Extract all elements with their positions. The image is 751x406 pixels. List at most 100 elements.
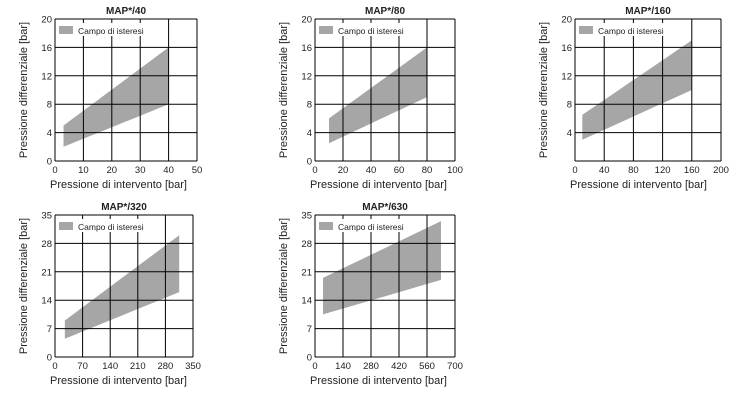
x-tick-label: 420 xyxy=(391,361,407,372)
legend-swatch xyxy=(319,26,333,34)
y-tick-label: 16 xyxy=(301,43,312,54)
x-tick-label: 210 xyxy=(130,361,146,372)
legend-label: Campo di isteresi xyxy=(338,222,404,232)
x-tick-label: 80 xyxy=(422,165,433,176)
hysteresis-band xyxy=(329,47,427,144)
x-tick-label: 560 xyxy=(419,361,435,372)
y-tick-label: 21 xyxy=(301,267,312,278)
y-tick-label: 20 xyxy=(41,15,52,26)
x-axis-label: Pressione di intervento [bar] xyxy=(570,179,707,191)
x-tick-label: 350 xyxy=(185,361,201,372)
chart-title: MAP*/40 xyxy=(106,6,146,17)
hysteresis-band xyxy=(323,221,441,315)
legend-label: Campo di isteresi xyxy=(78,222,144,232)
y-tick-label: 16 xyxy=(561,43,572,54)
hysteresis-band xyxy=(64,235,180,339)
x-tick-label: 60 xyxy=(394,165,405,176)
y-tick-label: 0 xyxy=(307,353,312,364)
chart-1: Campo di isteresi MAP*/40 0 10 20 30 40 50 0 4 8 12… xyxy=(18,6,202,191)
chart-3: Campo di isteresi MAP*/160 0 40 80 120 160 200 4… xyxy=(538,6,729,191)
chart-title: MAP*/320 xyxy=(101,202,147,213)
y-tick-label: 4 xyxy=(567,128,572,139)
chart-title: MAP*/160 xyxy=(625,6,671,17)
x-tick-label: 30 xyxy=(135,165,146,176)
x-tick-label: 40 xyxy=(366,165,377,176)
y-tick-label: 8 xyxy=(307,100,312,111)
y-tick-label: 21 xyxy=(41,267,52,278)
legend-swatch xyxy=(59,26,73,34)
x-tick-label: 120 xyxy=(655,165,671,176)
y-tick-label: 16 xyxy=(41,43,52,54)
x-tick-label: 0 xyxy=(312,361,317,372)
y-tick-label: 20 xyxy=(561,15,572,26)
x-tick-label: 0 xyxy=(312,165,317,176)
x-tick-label: 280 xyxy=(363,361,379,372)
x-tick-label: 50 xyxy=(192,165,203,176)
legend-label: Campo di isteresi xyxy=(598,26,664,36)
legend-background xyxy=(316,219,416,232)
y-tick-label: 4 xyxy=(47,128,52,139)
x-tick-label: 0 xyxy=(572,165,577,176)
chart-title: MAP*/80 xyxy=(365,6,405,17)
x-tick-label: 100 xyxy=(447,165,463,176)
y-tick-label: 12 xyxy=(561,71,572,82)
x-tick-label: 20 xyxy=(338,165,349,176)
y-tick-label: 20 xyxy=(301,15,312,26)
x-tick-label: 160 xyxy=(684,165,700,176)
legend-label: Campo di isteresi xyxy=(78,26,144,36)
y-tick-label: 7 xyxy=(47,324,52,335)
y-axis-label: Pressione differenziale [bar] xyxy=(18,218,30,354)
hysteresis-band xyxy=(63,47,169,147)
x-tick-label: 10 xyxy=(78,165,89,176)
x-tick-label: 40 xyxy=(599,165,610,176)
hysteresis-band xyxy=(582,40,692,140)
y-tick-label: 8 xyxy=(47,100,52,111)
y-tick-label: 35 xyxy=(301,211,312,222)
y-tick-label: 0 xyxy=(47,353,52,364)
y-axis-label: Pressione differenziale [bar] xyxy=(18,22,30,158)
x-axis-label: Pressione di intervento [bar] xyxy=(310,179,447,191)
y-tick-label: 14 xyxy=(41,296,52,307)
x-tick-label: 280 xyxy=(157,361,173,372)
x-tick-label: 0 xyxy=(52,361,57,372)
x-tick-label: 140 xyxy=(335,361,351,372)
y-tick-label: 28 xyxy=(41,239,52,250)
x-tick-label: 140 xyxy=(102,361,118,372)
x-tick-label: 70 xyxy=(77,361,88,372)
x-axis-label: Pressione di intervento [bar] xyxy=(50,375,187,387)
legend-label: Campo di isteresi xyxy=(338,26,404,36)
x-tick-label: 20 xyxy=(107,165,118,176)
y-tick-label: 8 xyxy=(567,100,572,111)
x-tick-label: 700 xyxy=(447,361,463,372)
y-tick-label: 35 xyxy=(41,211,52,222)
x-axis-label: Pressione di intervento [bar] xyxy=(310,375,447,387)
y-tick-label: 0 xyxy=(307,157,312,168)
legend-swatch xyxy=(319,222,333,230)
y-axis-label: Pressione differenziale [bar] xyxy=(278,218,290,354)
legend-swatch xyxy=(579,26,593,34)
chart-2: Campo di isteresi MAP*/80 0 20 40 60 80 100 0 4 8 1… xyxy=(278,6,463,191)
chart-title: MAP*/630 xyxy=(362,202,408,213)
legend-background xyxy=(56,23,156,36)
y-tick-label: 12 xyxy=(41,71,52,82)
x-tick-label: 0 xyxy=(52,165,57,176)
x-tick-label: 200 xyxy=(713,165,729,176)
legend-background xyxy=(576,23,676,36)
y-tick-label: 0 xyxy=(47,157,52,168)
y-tick-label: 14 xyxy=(301,296,312,307)
x-axis-label: Pressione di intervento [bar] xyxy=(50,179,187,191)
x-tick-label: 40 xyxy=(163,165,174,176)
legend-background xyxy=(56,219,156,232)
y-axis-label: Pressione differenziale [bar] xyxy=(538,22,550,158)
y-tick-label: 7 xyxy=(307,324,312,335)
y-tick-label: 4 xyxy=(307,128,312,139)
y-tick-label: 12 xyxy=(301,71,312,82)
x-tick-label: 80 xyxy=(628,165,639,176)
y-axis-label: Pressione differenziale [bar] xyxy=(278,22,290,158)
legend-background xyxy=(316,23,416,36)
y-tick-label: 28 xyxy=(301,239,312,250)
